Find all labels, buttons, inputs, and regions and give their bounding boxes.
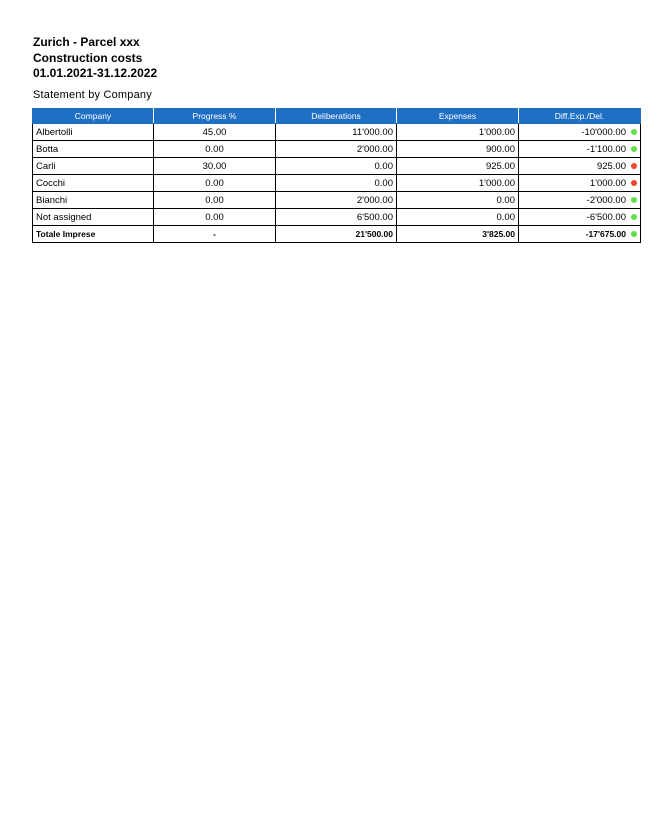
- diff-cell: 925.00: [518, 157, 641, 175]
- column-header-diff: Diff.Exp./Del.: [518, 108, 641, 124]
- company-statement-table: Company Progress % Deliberations Expense…: [32, 108, 641, 243]
- table-row: Botta 0.00 2'000.00 900.00 -1'100.00: [32, 140, 641, 158]
- expenses-cell: 0.00: [396, 208, 519, 226]
- expenses-cell: 1'000.00: [396, 174, 519, 192]
- report-subject: Construction costs: [33, 50, 143, 65]
- status-dot-icon: [631, 180, 637, 186]
- status-dot-icon: [631, 197, 637, 203]
- total-diff-value: -17'675.00: [585, 229, 626, 239]
- total-deliberations-cell: 21'500.00: [275, 225, 397, 243]
- table-header-row: Company Progress % Deliberations Expense…: [32, 108, 641, 124]
- progress-cell: 0.00: [153, 174, 276, 192]
- progress-cell: 0.00: [153, 191, 276, 209]
- diff-value: 1'000.00: [589, 177, 626, 189]
- diff-value: -10'000.00: [581, 126, 626, 138]
- company-cell: Bianchi: [32, 191, 154, 209]
- progress-cell: 0.00: [153, 140, 276, 158]
- table-row: Albertolli 45.00 11'000.00 1'000.00 -10'…: [32, 123, 641, 141]
- expenses-cell: 925.00: [396, 157, 519, 175]
- expenses-cell: 900.00: [396, 140, 519, 158]
- column-header-expenses: Expenses: [396, 108, 519, 124]
- status-dot-icon: [631, 129, 637, 135]
- report-period: 01.01.2021-31.12.2022: [33, 66, 158, 80]
- table-row: Carli 30.00 0.00 925.00 925.00: [32, 157, 641, 175]
- diff-cell: -1'100.00: [518, 140, 641, 158]
- diff-cell: 1'000.00: [518, 174, 641, 192]
- deliberations-cell: 0.00: [275, 157, 397, 175]
- deliberations-cell: 6'500.00: [275, 208, 397, 226]
- deliberations-cell: 11'000.00: [275, 123, 397, 141]
- progress-cell: 45.00: [153, 123, 276, 141]
- diff-cell: -6'500.00: [518, 208, 641, 226]
- column-header-progress: Progress %: [153, 108, 276, 124]
- diff-value: -2'000.00: [586, 194, 626, 206]
- table-row: Not assigned 0.00 6'500.00 0.00 -6'500.0…: [32, 208, 641, 226]
- column-header-deliberations: Deliberations: [275, 108, 397, 124]
- diff-cell: -2'000.00: [518, 191, 641, 209]
- diff-value: 925.00: [596, 160, 626, 172]
- table-row: Bianchi 0.00 2'000.00 0.00 -2'000.00: [32, 191, 641, 209]
- deliberations-cell: 2'000.00: [275, 140, 397, 158]
- deliberations-cell: 2'000.00: [275, 191, 397, 209]
- total-diff-cell: -17'675.00: [518, 225, 641, 243]
- company-cell: Cocchi: [32, 174, 154, 192]
- status-dot-icon: [631, 231, 637, 237]
- company-cell: Albertolli: [32, 123, 154, 141]
- status-dot-icon: [631, 214, 637, 220]
- total-expenses-cell: 3'825.00: [396, 225, 519, 243]
- total-row: Totale Imprese - 21'500.00 3'825.00 -17'…: [32, 225, 641, 243]
- report-header: Zurich - Parcel xxx Construction costs 0…: [33, 35, 157, 82]
- table-row: Cocchi 0.00 0.00 1'000.00 1'000.00: [32, 174, 641, 192]
- deliberations-cell: 0.00: [275, 174, 397, 192]
- report-title: Zurich - Parcel xxx: [33, 35, 140, 49]
- diff-value: -1'100.00: [586, 143, 626, 155]
- expenses-cell: 0.00: [396, 191, 519, 209]
- progress-cell: 30.00: [153, 157, 276, 175]
- status-dot-icon: [631, 146, 637, 152]
- status-dot-icon: [631, 163, 637, 169]
- column-header-company: Company: [32, 108, 154, 124]
- diff-value: -6'500.00: [586, 211, 626, 223]
- company-cell: Botta: [32, 140, 154, 158]
- company-cell: Carli: [32, 157, 154, 175]
- expenses-cell: 1'000.00: [396, 123, 519, 141]
- total-progress-cell: -: [153, 225, 276, 243]
- progress-cell: 0.00: [153, 208, 276, 226]
- report-subtitle: Statement by Company: [33, 89, 152, 101]
- company-cell: Not assigned: [32, 208, 154, 226]
- diff-cell: -10'000.00: [518, 123, 641, 141]
- total-label-cell: Totale Imprese: [32, 225, 154, 243]
